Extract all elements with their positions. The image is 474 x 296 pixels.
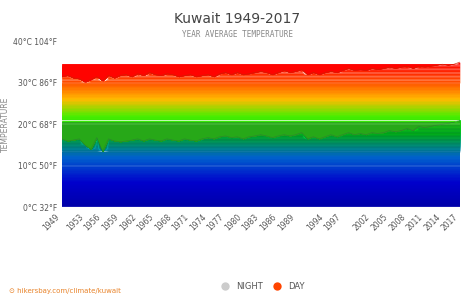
Text: ⊙ hikersbay.com/climate/kuwait: ⊙ hikersbay.com/climate/kuwait: [9, 288, 121, 294]
Y-axis label: TEMPERATURE: TEMPERATURE: [1, 96, 10, 152]
Text: Kuwait 1949-2017: Kuwait 1949-2017: [174, 12, 300, 26]
Legend: NIGHT, DAY: NIGHT, DAY: [213, 279, 308, 294]
Text: YEAR AVERAGE TEMPERATURE: YEAR AVERAGE TEMPERATURE: [182, 30, 292, 38]
